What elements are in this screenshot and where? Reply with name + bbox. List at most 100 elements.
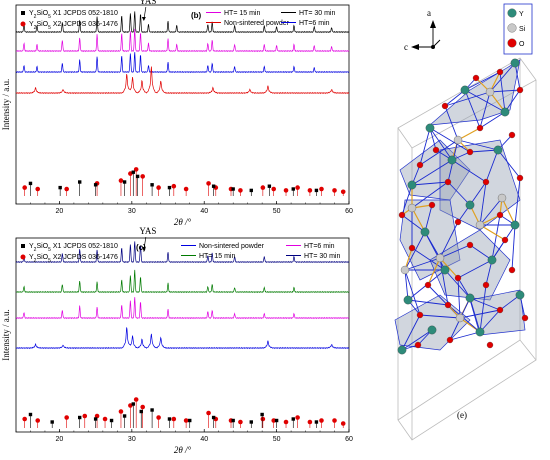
bond (444, 91, 491, 107)
atom-y (447, 155, 457, 165)
series-line (15, 11, 350, 34)
ref-x2-marker (128, 403, 133, 408)
legend-series-label: HT=6 min (304, 243, 335, 250)
series-line (15, 52, 350, 74)
ref-x1-marker (231, 418, 235, 423)
ref-x1-marker (139, 409, 143, 414)
bond (424, 204, 433, 233)
ref-x2-marker (128, 171, 133, 176)
legend-series-label: Non-sintered powder (224, 20, 290, 27)
x-tick-label: 40 (200, 436, 208, 443)
x-tick-label: 50 (273, 436, 281, 443)
ref-x2-marker (183, 418, 189, 423)
bond (514, 62, 521, 91)
x-tick-label: 60 (345, 208, 353, 215)
bond (411, 207, 426, 233)
ref-x2-marker (133, 397, 139, 402)
atom-o (482, 281, 490, 289)
bond (499, 71, 506, 113)
bond (449, 331, 481, 341)
ref-x1-marker (150, 183, 154, 187)
ref-x1-marker (167, 417, 172, 421)
ref-x2-marker (319, 418, 324, 423)
atom-o (416, 161, 424, 169)
bond (457, 127, 481, 141)
atom-o (508, 266, 516, 274)
ref-x1-marker (28, 412, 33, 417)
atom-y (425, 123, 435, 133)
ref-x2-marker (260, 185, 266, 190)
ref-x2-marker (183, 186, 189, 192)
bond (469, 244, 493, 261)
bond (485, 149, 499, 183)
atom-si (453, 135, 463, 145)
atom-o (508, 131, 516, 139)
bond (411, 159, 453, 186)
ref-x1-marker (314, 420, 319, 424)
bond (419, 127, 431, 166)
legend-series-label: HT=6 min (299, 20, 330, 27)
crystal-structure (394, 57, 537, 441)
ref-x2-marker (271, 418, 277, 423)
atom-o (444, 178, 452, 186)
panel-label: (b) (191, 11, 202, 20)
atom-o (496, 306, 504, 314)
bond (419, 139, 459, 166)
bond (439, 244, 471, 259)
ref-x1-marker (93, 183, 98, 187)
atom-y (510, 58, 520, 68)
bond (444, 269, 471, 299)
ref-x2-marker (206, 410, 211, 416)
unit-cell-bottom (397, 339, 537, 441)
ref-x2-marker (340, 421, 346, 426)
ref-x1-marker (50, 420, 54, 424)
ref-x2-marker (22, 185, 27, 190)
ref-x1-marker (135, 174, 140, 179)
atom-y (427, 325, 437, 335)
bond (479, 181, 487, 226)
ref-x1-marker (267, 184, 272, 188)
ref-x1-marker (314, 188, 319, 193)
ref-x1-marker (211, 415, 216, 420)
ref-x2-marker (238, 419, 243, 425)
atom-o (501, 236, 509, 244)
atom-si (407, 203, 417, 213)
y-axis-label: Intensity / a.u. (1, 309, 11, 361)
bond (419, 314, 461, 319)
ref-x1-marker (131, 402, 135, 406)
bond (479, 284, 487, 333)
x-axis-label: 2θ /° (174, 217, 192, 227)
atom-si (400, 265, 410, 275)
ref-x2-marker (118, 409, 124, 414)
bond (479, 111, 506, 129)
ref-x1-marker (150, 408, 154, 412)
atom-o (408, 244, 416, 252)
coordination-polyhedron (399, 139, 471, 201)
x-tick-label: 20 (56, 436, 64, 443)
x-tick-label: 60 (345, 436, 353, 443)
bond (464, 89, 506, 113)
ref-x2-marker (307, 419, 313, 425)
series-line (15, 28, 350, 53)
ref-x2-marker (206, 181, 211, 186)
atom-y (493, 145, 503, 155)
legend-ref-label: Y2SiO5 X1 JCPDS 052-1810 (29, 10, 118, 20)
atom-y (407, 180, 417, 190)
bond (444, 105, 459, 141)
panel-label: (c) (136, 243, 146, 252)
bond (404, 231, 426, 271)
atom-o (432, 146, 440, 154)
atom-y (403, 295, 413, 305)
bond (511, 224, 516, 271)
bond (447, 181, 471, 206)
annotation-yas: YAS (139, 0, 156, 6)
legend-marker (21, 244, 25, 248)
ref-x1-marker (291, 187, 295, 191)
bond (404, 269, 421, 316)
legend-series-label: HT= 15 min (199, 253, 235, 260)
ref-x1-marker (211, 184, 216, 188)
atom-si (455, 313, 465, 323)
atom-y (515, 290, 525, 300)
bond (429, 127, 471, 153)
bond (401, 214, 426, 233)
